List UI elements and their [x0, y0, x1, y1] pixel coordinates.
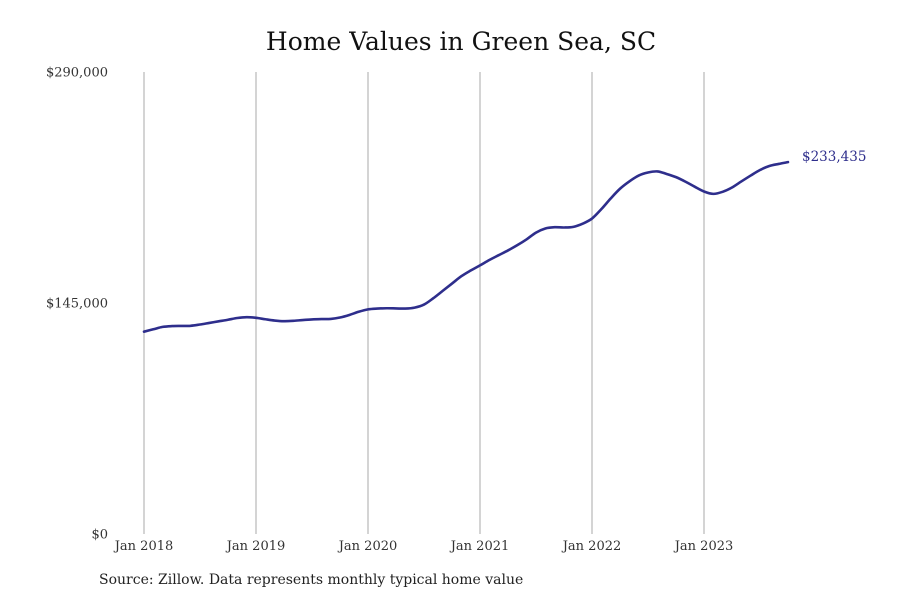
- data-point: [367, 308, 370, 311]
- chart-title: Home Values in Green Sea, SC: [265, 27, 657, 56]
- data-point: [535, 231, 538, 234]
- data-point: [451, 282, 454, 285]
- data-point: [619, 187, 622, 190]
- data-point: [609, 197, 612, 200]
- x-tick-label: Jan 2021: [449, 539, 510, 554]
- data-point: [591, 217, 594, 220]
- y-tick-label: $290,000: [46, 66, 108, 81]
- data-point: [404, 307, 407, 310]
- data-point: [199, 323, 202, 326]
- data-point: [208, 322, 211, 325]
- data-point: [413, 306, 416, 309]
- x-tick-label: Jan 2019: [225, 539, 286, 554]
- chart-source-note: Source: Zillow. Data represents monthly …: [99, 572, 524, 588]
- data-point: [395, 307, 398, 310]
- x-tick-label: Jan 2020: [337, 539, 398, 554]
- data-point: [292, 320, 295, 323]
- data-point: [516, 244, 519, 247]
- data-point: [647, 171, 650, 174]
- data-point: [740, 180, 743, 183]
- data-point: [572, 226, 575, 229]
- data-point: [479, 264, 482, 267]
- data-point: [460, 275, 463, 278]
- data-point: [637, 174, 640, 177]
- data-point: [339, 316, 342, 319]
- data-point: [656, 170, 659, 173]
- data-point: [264, 318, 267, 321]
- data-point: [684, 180, 687, 183]
- end-value-label: $233,435: [802, 149, 866, 165]
- data-point: [675, 176, 678, 179]
- x-tick-label: Jan 2018: [113, 539, 174, 554]
- data-point: [553, 226, 556, 229]
- data-point: [171, 325, 174, 328]
- y-tick-label: $0: [91, 528, 108, 543]
- data-point: [227, 318, 230, 321]
- data-point: [236, 317, 239, 320]
- data-point: [488, 259, 491, 262]
- data-point: [273, 319, 276, 322]
- data-point: [703, 190, 706, 193]
- data-point: [311, 318, 314, 321]
- data-point: [301, 319, 304, 322]
- data-point: [768, 165, 771, 168]
- data-point: [423, 303, 426, 306]
- data-point: [507, 249, 510, 252]
- x-tick-label: Jan 2023: [673, 539, 734, 554]
- data-point: [731, 186, 734, 189]
- data-point: [320, 318, 323, 321]
- data-point: [469, 269, 472, 272]
- data-point: [255, 317, 258, 320]
- data-point: [143, 330, 146, 333]
- x-tick-label: Jan 2022: [561, 539, 622, 554]
- data-point: [721, 191, 724, 194]
- data-point: [189, 324, 192, 327]
- data-point: [245, 316, 248, 319]
- data-point: [665, 173, 668, 176]
- data-point: [693, 185, 696, 188]
- data-point: [152, 328, 155, 331]
- data-point: [217, 320, 220, 323]
- data-point: [329, 318, 332, 321]
- data-point: [385, 307, 388, 310]
- data-point: [628, 180, 631, 183]
- data-point: [432, 297, 435, 300]
- data-point: [777, 163, 780, 166]
- data-point: [161, 326, 164, 329]
- series-line: [142, 160, 790, 333]
- data-point: [441, 290, 444, 293]
- data-point: [544, 227, 547, 230]
- data-point: [525, 238, 528, 241]
- data-point: [787, 161, 790, 164]
- data-point: [712, 193, 715, 196]
- data-point: [376, 307, 379, 310]
- data-point: [581, 222, 584, 225]
- data-point: [348, 314, 351, 317]
- data-point: [600, 208, 603, 211]
- data-point: [749, 174, 752, 177]
- y-tick-label: $145,000: [46, 297, 108, 312]
- data-point: [497, 254, 500, 257]
- data-point: [759, 169, 762, 172]
- data-point: [357, 310, 360, 313]
- data-point: [180, 325, 183, 328]
- data-point: [283, 320, 286, 323]
- data-point: [563, 226, 566, 229]
